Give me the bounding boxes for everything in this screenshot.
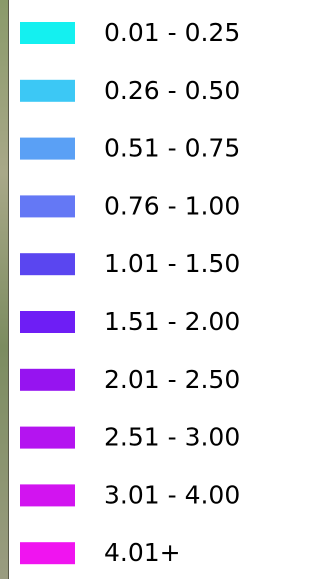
legend-label: 1.01 - 1.50 — [104, 249, 240, 278]
legend-swatch — [20, 253, 75, 275]
legend-label: 1.51 - 2.00 — [104, 307, 240, 336]
legend-swatch — [20, 80, 75, 102]
legend-label: 0.51 - 0.75 — [104, 134, 240, 163]
legend-label: 4.01+ — [104, 538, 181, 567]
legend-label: 0.01 - 0.25 — [104, 18, 240, 47]
map-edge — [0, 0, 8, 579]
legend-swatch — [20, 542, 75, 564]
legend-swatch — [20, 369, 75, 391]
legend-swatch — [20, 427, 75, 449]
legend-label: 0.76 - 1.00 — [104, 191, 240, 220]
legend-swatch — [20, 138, 75, 160]
legend-label: 2.01 - 2.50 — [104, 365, 240, 394]
map-legend: 0.01 - 0.25 0.26 - 0.50 0.51 - 0.75 0.76 - … — [0, 0, 309, 579]
legend-swatch — [20, 22, 75, 44]
legend-label: 2.51 - 3.00 — [104, 423, 240, 452]
legend-swatch — [20, 311, 75, 333]
legend-label: 3.01 - 4.00 — [104, 480, 240, 509]
legend-swatch — [20, 484, 75, 506]
legend-label: 0.26 - 0.50 — [104, 76, 240, 105]
legend-swatch — [20, 195, 75, 217]
